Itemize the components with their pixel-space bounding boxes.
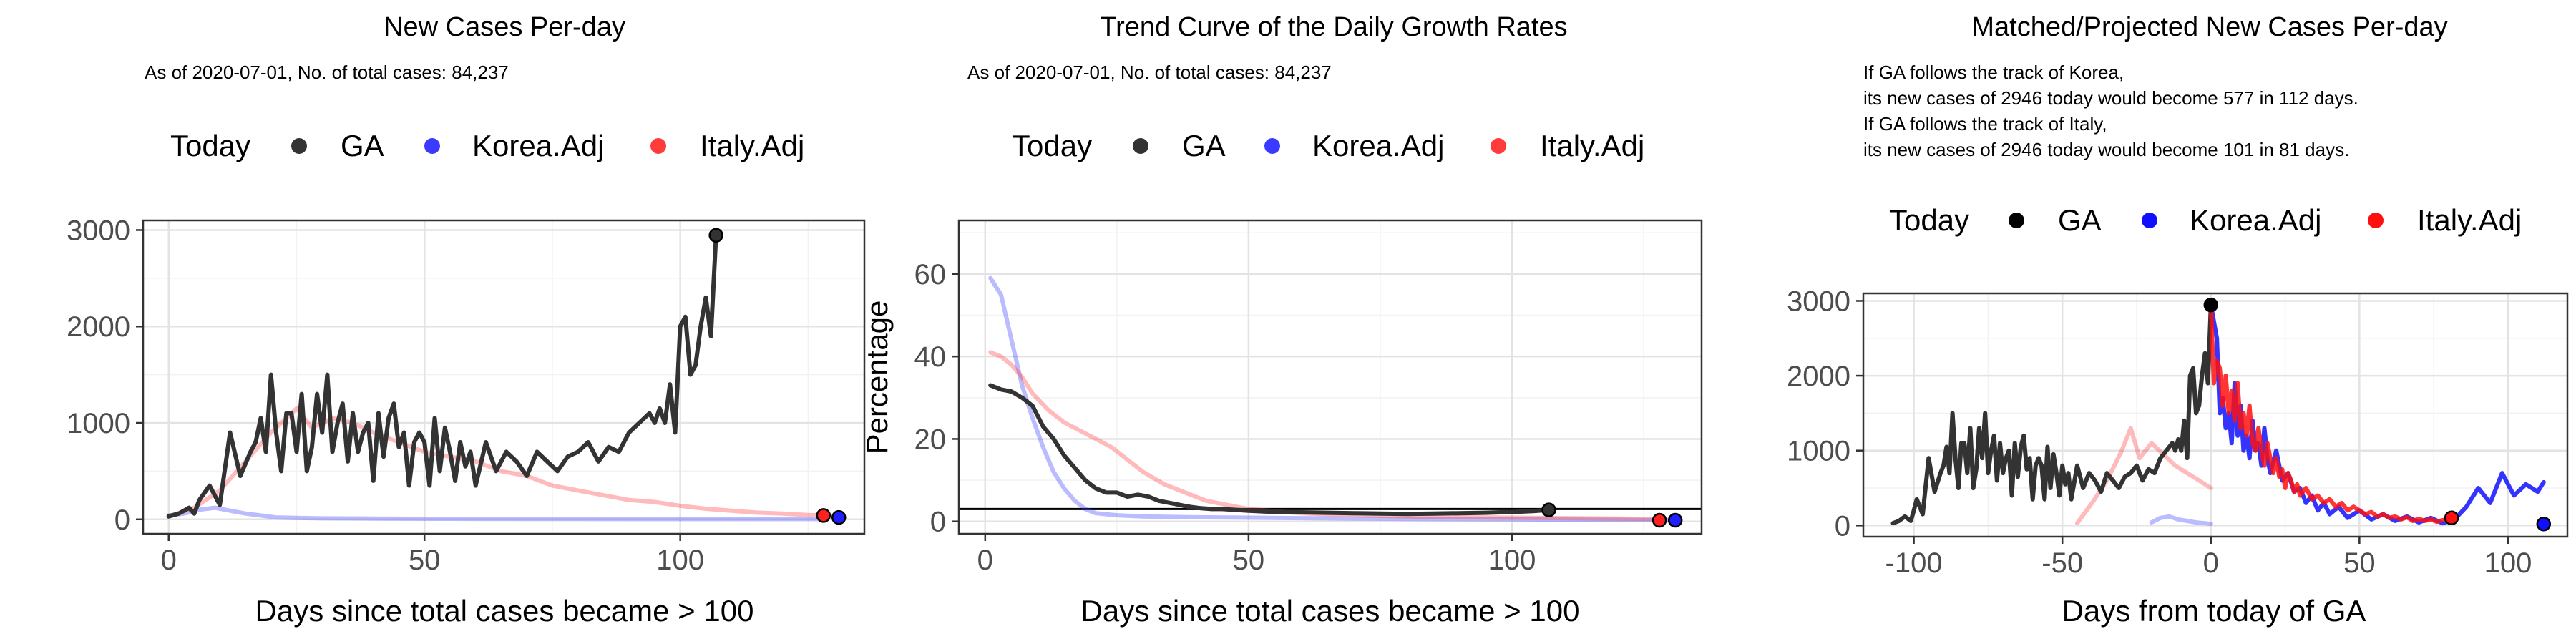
x-tick-label: 100 — [1488, 545, 1536, 576]
panel-new-cases: New Cases Per-day As of 2020-07-01, No. … — [67, 12, 866, 628]
legend-label-italy: Italy.Adj — [2417, 203, 2522, 237]
legend-key-ga — [1133, 138, 1148, 154]
y-axis-label: Percentage — [860, 301, 894, 454]
series-line-italy-adj — [2208, 303, 2454, 525]
panel-projected-cases: Matched/Projected New Cases Per-day If G… — [1787, 12, 2569, 628]
y-tick-label: 3000 — [1787, 286, 1850, 317]
legend-label-ga: GA — [1182, 129, 1226, 162]
chart-subtitle: As of 2020-07-01, No. of total cases: 84… — [145, 62, 509, 83]
chart-subtitle: If GA follows the track of Korea, its ne… — [1863, 62, 2358, 160]
x-tick-label: 50 — [409, 545, 441, 576]
plot-area — [957, 219, 1703, 535]
plot-area — [142, 219, 866, 535]
panel-growth-rates: Trend Curve of the Daily Growth Rates As… — [860, 12, 1703, 628]
legend-label-korea: Korea.Adj — [2190, 203, 2321, 237]
plot-background — [959, 220, 1702, 534]
legend-key-italy — [2368, 213, 2384, 228]
chart-title: Matched/Projected New Cases Per-day — [1971, 12, 2447, 42]
legend-label-italy: Italy.Adj — [700, 129, 804, 162]
legend-key-korea — [424, 138, 440, 154]
plot-border — [1862, 292, 2569, 538]
y-tick-label: 1000 — [67, 408, 130, 439]
chart-subtitle: As of 2020-07-01, No. of total cases: 84… — [967, 62, 1332, 83]
chart-title: Trend Curve of the Daily Growth Rates — [1100, 12, 1567, 42]
legend-title: Today — [1889, 203, 1969, 237]
y-tick-label: 2000 — [1787, 361, 1850, 392]
subtitle-line: its new cases of 2946 today would become… — [1863, 139, 2349, 160]
subtitle-line: If GA follows the track of Korea, — [1863, 62, 2124, 83]
chart-title: New Cases Per-day — [384, 12, 625, 42]
x-axis-label: Days since total cases became > 100 — [255, 594, 754, 628]
series-line-italy-adj — [988, 350, 1662, 522]
y-tick-label: 2000 — [67, 311, 130, 343]
plot-area — [1862, 292, 2569, 538]
x-tick-label: 0 — [977, 545, 993, 576]
legend-key-korea — [1264, 138, 1280, 154]
today-point-italy-adj — [1652, 512, 1667, 528]
legend-key-ga — [291, 138, 307, 154]
series-line-korea-adj-past — [2149, 514, 2213, 527]
today-point-italy-adj — [816, 508, 831, 523]
plot-border — [142, 219, 866, 535]
y-tick-label: 40 — [914, 341, 947, 373]
legend-title: Today — [1012, 129, 1092, 162]
legend-label-ga: GA — [341, 129, 384, 162]
y-tick-label: 0 — [930, 507, 946, 538]
series-line-ga — [1890, 303, 2213, 526]
legend-key-italy — [1491, 138, 1506, 154]
today-point-italy-adj — [2444, 510, 2459, 525]
y-tick-label: 3000 — [67, 215, 130, 246]
legend-label-ga: GA — [2058, 203, 2102, 237]
plot-background — [143, 220, 864, 534]
legend-key-korea — [2142, 213, 2157, 228]
plot-border — [957, 219, 1703, 535]
x-axis-label: Days from today of GA — [2062, 594, 2366, 628]
x-tick-label: -100 — [1885, 547, 1943, 579]
today-point-korea-adj — [2536, 516, 2552, 532]
legend-key-italy — [650, 138, 666, 154]
y-tick-label: 20 — [914, 424, 947, 455]
legend-label-korea: Korea.Adj — [1312, 129, 1444, 162]
y-tick-label: 60 — [914, 259, 947, 291]
x-tick-label: 50 — [2343, 547, 2376, 579]
x-axis-label: Days since total cases became > 100 — [1081, 594, 1580, 628]
legend-label-korea: Korea.Adj — [472, 129, 604, 162]
series-line-korea-adj — [166, 505, 826, 522]
legend: Today GA Korea.Adj Italy.Adj — [1889, 203, 2522, 237]
y-tick-label: 0 — [1835, 510, 1850, 542]
subtitle-line: its new cases of 2946 today would become… — [1863, 87, 2358, 109]
y-tick-label: 1000 — [1787, 436, 1850, 467]
today-point-ga — [2203, 297, 2219, 313]
today-point-korea-adj — [831, 509, 847, 525]
today-point-ga — [1541, 502, 1556, 517]
x-tick-label: 100 — [2484, 547, 2532, 579]
x-tick-label: 50 — [1233, 545, 1265, 576]
legend-key-ga — [2009, 213, 2024, 228]
legend-title: Today — [170, 129, 250, 162]
legend: Today GA Korea.Adj Italy.Adj — [1012, 129, 1644, 162]
subtitle-line: If GA follows the track of Italy, — [1863, 113, 2107, 135]
x-tick-label: -50 — [2041, 547, 2083, 579]
series-line-ga — [988, 383, 1551, 517]
legend: Today GA Korea.Adj Italy.Adj — [170, 129, 804, 162]
series-line-korea-adj — [988, 275, 1678, 522]
x-tick-label: 100 — [656, 545, 704, 576]
x-tick-label: 0 — [2203, 547, 2219, 579]
today-point-ga — [708, 228, 723, 243]
x-tick-label: 0 — [161, 545, 177, 576]
y-tick-label: 0 — [114, 504, 130, 536]
series-line-ga — [166, 233, 718, 519]
legend-label-italy: Italy.Adj — [1540, 129, 1644, 162]
today-point-korea-adj — [1667, 512, 1683, 528]
